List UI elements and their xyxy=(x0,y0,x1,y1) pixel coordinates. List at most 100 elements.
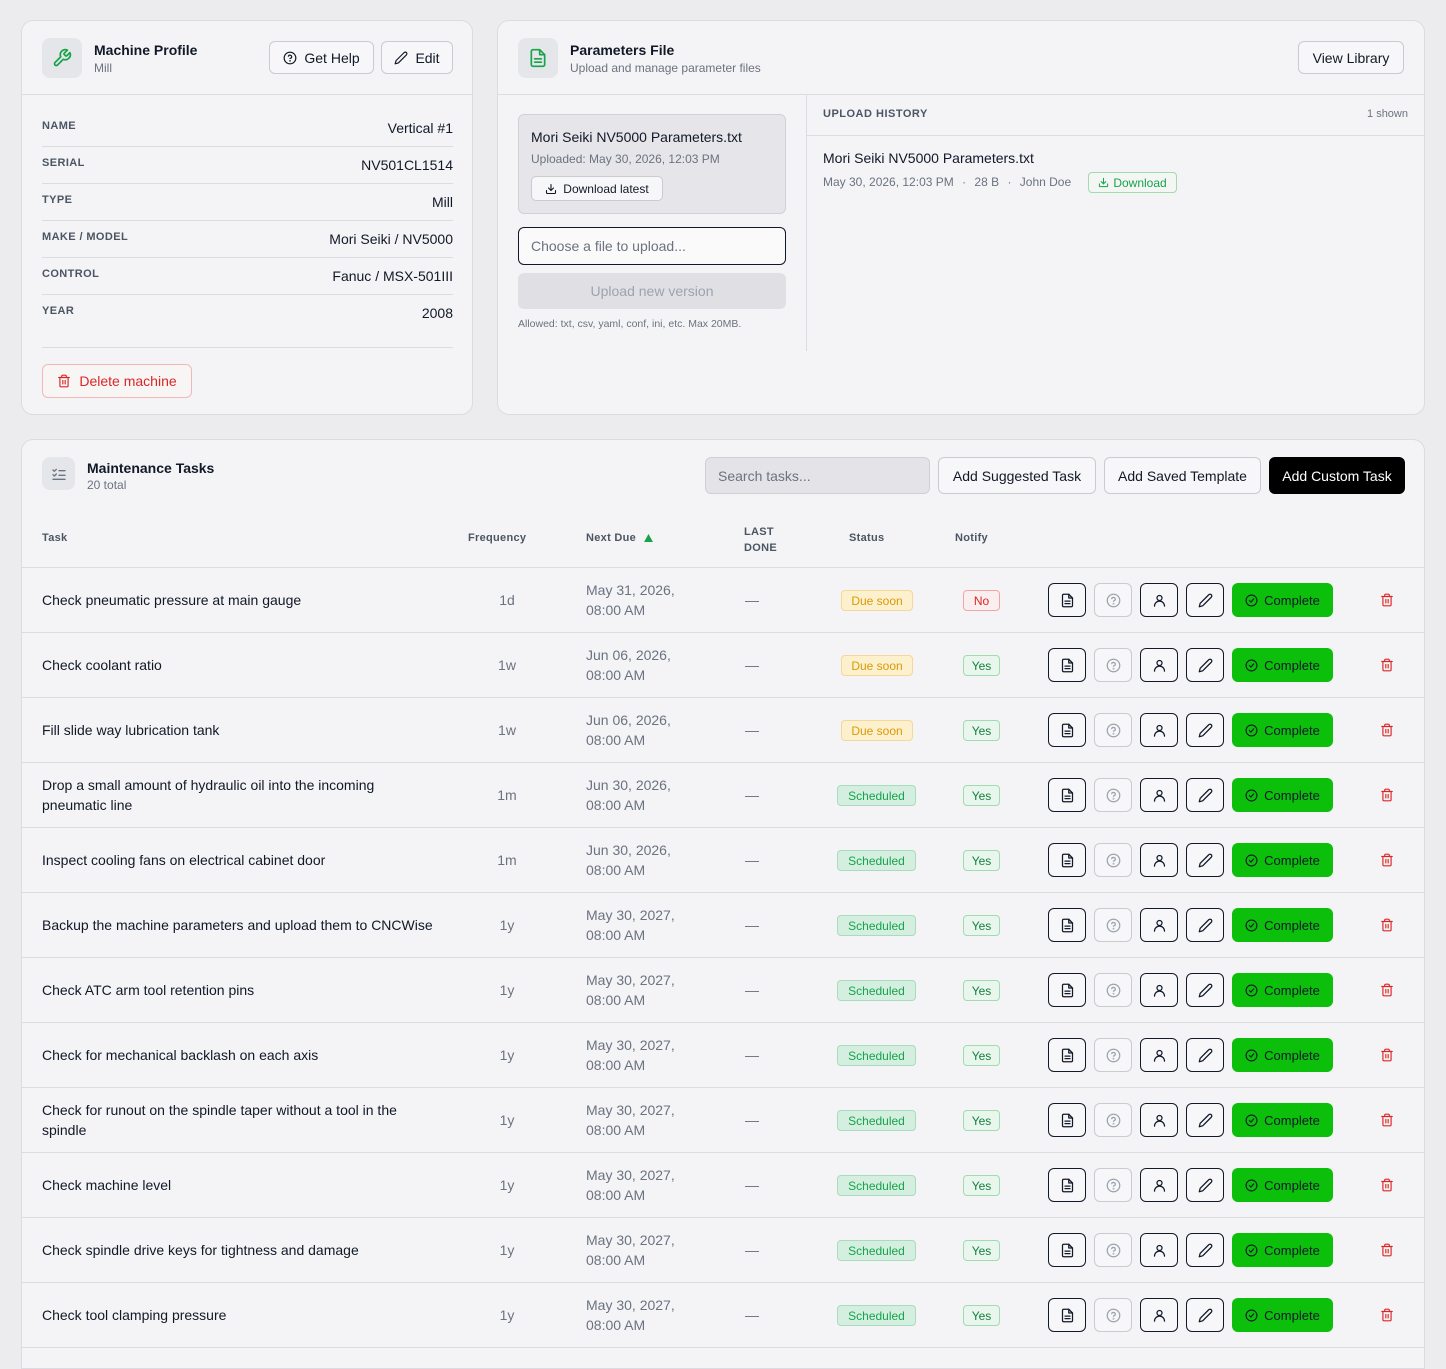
task-help-button[interactable] xyxy=(1094,648,1132,682)
download-latest-button[interactable]: Download latest xyxy=(531,176,663,201)
task-assign-button[interactable] xyxy=(1140,973,1178,1007)
task-edit-button[interactable] xyxy=(1186,1103,1224,1137)
task-assign-button[interactable] xyxy=(1140,583,1178,617)
task-document-button[interactable] xyxy=(1048,973,1086,1007)
notify-badge[interactable]: Yes xyxy=(963,655,1000,676)
edit-machine-button[interactable]: Edit xyxy=(381,41,453,74)
column-next-due[interactable]: Next Due xyxy=(586,532,654,544)
search-tasks-input[interactable]: Search tasks... xyxy=(705,457,930,494)
task-document-button[interactable] xyxy=(1048,1038,1086,1072)
task-document-button[interactable] xyxy=(1048,908,1086,942)
task-help-button[interactable] xyxy=(1094,713,1132,747)
task-edit-button[interactable] xyxy=(1186,1038,1224,1072)
task-document-button[interactable] xyxy=(1048,713,1086,747)
delete-task-button[interactable] xyxy=(1379,1047,1395,1063)
task-help-button[interactable] xyxy=(1094,1103,1132,1137)
task-edit-button[interactable] xyxy=(1186,1233,1224,1267)
notify-badge[interactable]: Yes xyxy=(963,915,1000,936)
complete-task-button[interactable]: Complete xyxy=(1232,843,1333,877)
task-help-button[interactable] xyxy=(1094,1233,1132,1267)
task-document-button[interactable] xyxy=(1048,843,1086,877)
notify-badge[interactable]: Yes xyxy=(963,720,1000,741)
task-edit-button[interactable] xyxy=(1186,583,1224,617)
complete-task-button[interactable]: Complete xyxy=(1232,1298,1333,1332)
task-assign-button[interactable] xyxy=(1140,843,1178,877)
file-upload-input[interactable]: Choose a file to upload... xyxy=(518,227,786,265)
task-edit-button[interactable] xyxy=(1186,973,1224,1007)
complete-task-button[interactable]: Complete xyxy=(1232,713,1333,747)
task-assign-button[interactable] xyxy=(1140,1038,1178,1072)
task-edit-button[interactable] xyxy=(1186,713,1224,747)
add-saved-template-button[interactable]: Add Saved Template xyxy=(1104,457,1261,494)
complete-task-button[interactable]: Complete xyxy=(1232,1038,1333,1072)
column-task[interactable]: Task xyxy=(42,532,68,544)
complete-task-button[interactable]: Complete xyxy=(1232,583,1333,617)
task-assign-button[interactable] xyxy=(1140,1103,1178,1137)
delete-task-button[interactable] xyxy=(1379,1242,1395,1258)
complete-task-button[interactable]: Complete xyxy=(1232,1168,1333,1202)
notify-badge[interactable]: Yes xyxy=(963,1045,1000,1066)
get-help-button[interactable]: Get Help xyxy=(269,41,374,74)
delete-task-button[interactable] xyxy=(1379,657,1395,673)
task-help-button[interactable] xyxy=(1094,1038,1132,1072)
task-document-button[interactable] xyxy=(1048,1103,1086,1137)
task-help-button[interactable] xyxy=(1094,1298,1132,1332)
task-help-button[interactable] xyxy=(1094,778,1132,812)
task-edit-button[interactable] xyxy=(1186,908,1224,942)
task-document-button[interactable] xyxy=(1048,648,1086,682)
add-suggested-task-button[interactable]: Add Suggested Task xyxy=(938,457,1096,494)
delete-task-button[interactable] xyxy=(1379,982,1395,998)
delete-task-button[interactable] xyxy=(1379,722,1395,738)
notify-badge[interactable]: Yes xyxy=(963,980,1000,1001)
task-edit-button[interactable] xyxy=(1186,1298,1224,1332)
delete-machine-button[interactable]: Delete machine xyxy=(42,364,192,398)
task-assign-button[interactable] xyxy=(1140,1233,1178,1267)
notify-badge[interactable]: Yes xyxy=(963,1110,1000,1131)
task-assign-button[interactable] xyxy=(1140,778,1178,812)
task-assign-button[interactable] xyxy=(1140,648,1178,682)
complete-task-button[interactable]: Complete xyxy=(1232,648,1333,682)
task-document-button[interactable] xyxy=(1048,778,1086,812)
task-edit-button[interactable] xyxy=(1186,1168,1224,1202)
history-download-button[interactable]: Download xyxy=(1088,172,1177,193)
column-notify[interactable]: Notify xyxy=(955,532,988,544)
task-assign-button[interactable] xyxy=(1140,713,1178,747)
view-library-button[interactable]: View Library xyxy=(1298,41,1404,74)
task-edit-button[interactable] xyxy=(1186,648,1224,682)
task-help-button[interactable] xyxy=(1094,973,1132,1007)
delete-task-button[interactable] xyxy=(1379,852,1395,868)
delete-task-button[interactable] xyxy=(1379,1177,1395,1193)
notify-badge[interactable]: Yes xyxy=(963,850,1000,871)
column-status[interactable]: Status xyxy=(849,532,885,544)
complete-task-button[interactable]: Complete xyxy=(1232,973,1333,1007)
delete-task-button[interactable] xyxy=(1379,787,1395,803)
task-edit-button[interactable] xyxy=(1186,843,1224,877)
notify-badge[interactable]: Yes xyxy=(963,785,1000,806)
delete-task-button[interactable] xyxy=(1379,592,1395,608)
complete-task-button[interactable]: Complete xyxy=(1232,778,1333,812)
delete-task-button[interactable] xyxy=(1379,1112,1395,1128)
delete-task-button[interactable] xyxy=(1379,917,1395,933)
task-document-button[interactable] xyxy=(1048,1298,1086,1332)
delete-task-button[interactable] xyxy=(1379,1307,1395,1323)
notify-badge[interactable]: No xyxy=(963,590,1000,611)
column-frequency[interactable]: Frequency xyxy=(468,532,527,544)
notify-badge[interactable]: Yes xyxy=(963,1305,1000,1326)
complete-task-button[interactable]: Complete xyxy=(1232,1233,1333,1267)
complete-task-button[interactable]: Complete xyxy=(1232,1103,1333,1137)
task-help-button[interactable] xyxy=(1094,908,1132,942)
task-document-button[interactable] xyxy=(1048,1233,1086,1267)
task-document-button[interactable] xyxy=(1048,1168,1086,1202)
task-help-button[interactable] xyxy=(1094,843,1132,877)
task-assign-button[interactable] xyxy=(1140,1168,1178,1202)
column-last-done[interactable]: LAST DONE xyxy=(744,524,777,556)
add-custom-task-button[interactable]: Add Custom Task xyxy=(1269,457,1405,494)
task-assign-button[interactable] xyxy=(1140,1298,1178,1332)
task-assign-button[interactable] xyxy=(1140,908,1178,942)
notify-badge[interactable]: Yes xyxy=(963,1175,1000,1196)
task-edit-button[interactable] xyxy=(1186,778,1224,812)
complete-task-button[interactable]: Complete xyxy=(1232,908,1333,942)
task-help-button[interactable] xyxy=(1094,1168,1132,1202)
notify-badge[interactable]: Yes xyxy=(963,1240,1000,1261)
task-document-button[interactable] xyxy=(1048,583,1086,617)
